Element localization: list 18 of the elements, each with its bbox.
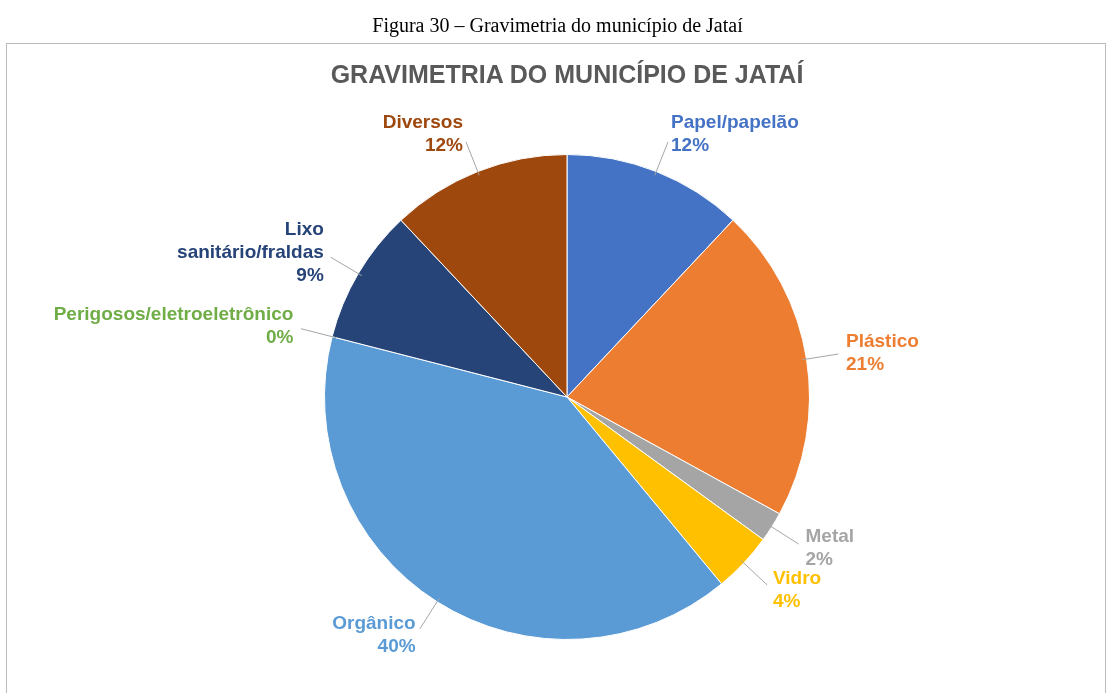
data-label: 12% (424, 134, 464, 156)
slice-label: Vidro (772, 567, 822, 589)
text: Figura 30 – Gravimetria do município de Jataí (371, 14, 744, 37)
slice-label: Lixo sanitário/fraldas (177, 218, 324, 263)
slice-label: Orgânico (332, 612, 416, 634)
data-label: 40% (377, 635, 416, 657)
data-label: 21% (846, 352, 885, 374)
data-label: 4% (772, 590, 801, 612)
slice-label: Plástico (846, 329, 919, 351)
slice-label: Diversos (382, 111, 463, 133)
data-label: 9% (296, 264, 324, 286)
slice-label: Metal (805, 525, 855, 547)
slice-label: Papel/papelão (671, 111, 799, 133)
category-label: Perigosos/eletroeletrônico (53, 303, 294, 325)
data-label: 2% (805, 548, 834, 570)
text: 0% (265, 326, 294, 348)
chart-title: GRAVIMETRIA DO MUNICÍPIO DE JATAÍ (330, 59, 805, 88)
data-label: 12% (671, 134, 710, 156)
